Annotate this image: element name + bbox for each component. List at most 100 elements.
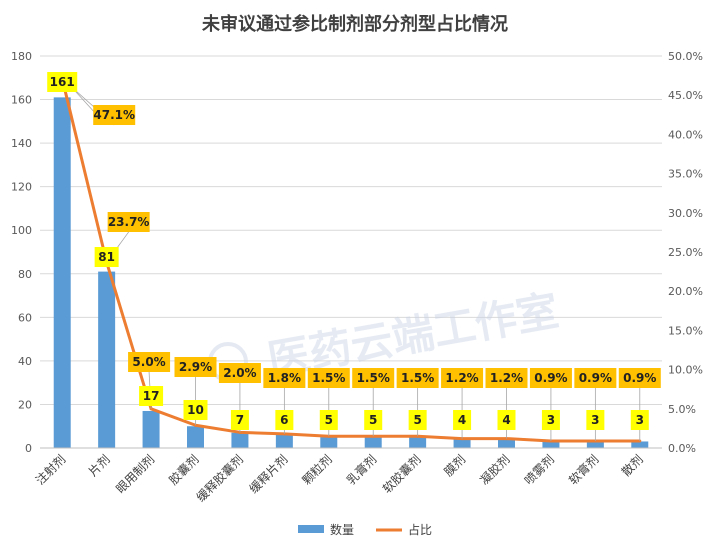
bar-label-12-bg (586, 410, 605, 430)
y-left-tick-label: 120 (11, 181, 32, 194)
line-label-8-bg (396, 368, 439, 388)
bar-7 (364, 437, 382, 448)
category-label-1: 片剂 (85, 452, 113, 480)
line-label-13: 0.9% (618, 368, 661, 388)
line-label-3-bg (174, 357, 217, 377)
bar-label-13-text: 3 (636, 413, 644, 427)
bar-label-2: 17 (139, 386, 164, 406)
y-right-tick-label: 50.0% (668, 50, 703, 63)
bar-label-8: 5 (408, 410, 427, 430)
line-label-4: 2.0% (218, 363, 261, 383)
y-left-tick-label: 60 (18, 311, 32, 324)
line-path (60, 78, 640, 443)
bar-label-4-text: 7 (236, 413, 244, 427)
category-label-13: 散剂 (618, 452, 646, 480)
legend-swatch-bar (298, 525, 324, 533)
chart-title: 未审议通过参比制剂部分剂型占比情况 (202, 13, 508, 35)
category-label-12: 软膏剂 (565, 452, 601, 488)
bar-label-4: 7 (230, 410, 249, 430)
y-right-tick-label: 30.0% (668, 207, 703, 220)
category-label-0: 注射剂 (32, 452, 68, 488)
line-label-4-bg (218, 363, 261, 383)
line-label-10-bg (485, 368, 528, 388)
bar-12 (586, 441, 604, 448)
bar-label-4-bg (230, 410, 249, 430)
y-left-tick-label: 160 (11, 94, 32, 107)
line-label-0-bg (93, 105, 136, 125)
bar-label-5-text: 6 (280, 413, 288, 427)
y-left-tick-label: 20 (18, 398, 32, 411)
bar-label-12-text: 3 (591, 413, 599, 427)
category-label-10: 凝胶剂 (477, 452, 513, 488)
line-label-11: 0.9% (529, 368, 572, 388)
category-label-11: 喷雾剂 (521, 452, 557, 488)
bar-label-13: 3 (630, 410, 649, 430)
bar-label-6-text: 5 (325, 413, 333, 427)
bar-8 (409, 437, 427, 448)
bar-1 (98, 271, 116, 448)
category-label-7: 乳膏剂 (343, 452, 379, 488)
bar-10 (498, 439, 515, 448)
line-label-2-text: 5.0% (132, 355, 165, 369)
bar-label-11: 3 (541, 410, 560, 430)
line-label-3: 2.9% (174, 357, 217, 377)
line-label-6-bg (307, 368, 350, 388)
bar-label-7: 5 (364, 410, 383, 430)
bar-9 (453, 439, 471, 448)
y-right-tick-label: 10.0% (668, 364, 703, 377)
bar-label-9-bg (453, 410, 472, 430)
line-label-9-text: 1.2% (445, 371, 478, 385)
line-label-0: 47.1% (93, 105, 136, 125)
bar-13 (631, 441, 649, 448)
bar-3 (187, 426, 204, 448)
category-label-8: 软胶囊剂 (379, 452, 424, 497)
bar-2 (142, 410, 160, 448)
bar-label-9-text: 4 (458, 413, 466, 427)
bar-label-3: 10 (183, 400, 208, 420)
line-label-6: 1.5% (307, 368, 350, 388)
bar-label-0-bg (47, 72, 78, 92)
y-left-tick-label: 80 (18, 268, 32, 281)
bar-label-5: 6 (275, 410, 294, 430)
bar-label-5-bg (275, 410, 294, 430)
y-right-tick-label: 20.0% (668, 285, 703, 298)
legend: 数量 占比 (298, 522, 432, 537)
bar-label-2-text: 17 (143, 389, 160, 403)
line-label-3-text: 2.9% (179, 360, 212, 374)
y-right-tick-label: 25.0% (668, 246, 703, 259)
bar-label-10-bg (497, 410, 516, 430)
line-label-12: 0.9% (574, 368, 617, 388)
line-label-1-text: 23.7% (108, 215, 150, 229)
category-label-3: 胶囊剂 (166, 452, 202, 488)
bar-label-13-bg (630, 410, 649, 430)
bar-label-8-text: 5 (413, 413, 421, 427)
category-label-2: 眼用制剂 (113, 452, 158, 497)
line-label-10-text: 1.2% (490, 371, 523, 385)
line-label-10: 1.2% (485, 368, 528, 388)
y-left-tick-label: 100 (11, 224, 32, 237)
line-label-2: 5.0% (128, 352, 171, 372)
category-label-5: 缓释片剂 (246, 452, 291, 497)
line-label-2-bg (128, 352, 171, 372)
line-label-1: 23.7% (107, 212, 150, 232)
bar-label-0: 161 (47, 72, 78, 92)
y-right-tick-label: 35.0% (668, 168, 703, 181)
bar-5 (275, 434, 293, 448)
data-labels: 161 81 17 10 7 6 5 5 5 4 4 3 3 3 47.1% 23.7% 5.0% 2.9% 2.0… (47, 72, 661, 430)
bar-label-1: 81 (94, 247, 119, 267)
bar-label-6-bg (319, 410, 338, 430)
y-left-tick-label: 140 (11, 137, 32, 150)
bar-label-7-bg (364, 410, 383, 430)
leader-top (73, 89, 95, 113)
bar-6 (320, 437, 338, 448)
bar-label-10: 4 (497, 410, 516, 430)
line-label-1-bg (107, 212, 150, 232)
line-label-4-text: 2.0% (223, 366, 256, 380)
bar-label-1-bg (94, 247, 119, 267)
line-label-6-text: 1.5% (312, 371, 345, 385)
bar-label-7-text: 5 (369, 413, 377, 427)
line-label-8-text: 1.5% (401, 371, 434, 385)
bar-label-12: 3 (586, 410, 605, 430)
